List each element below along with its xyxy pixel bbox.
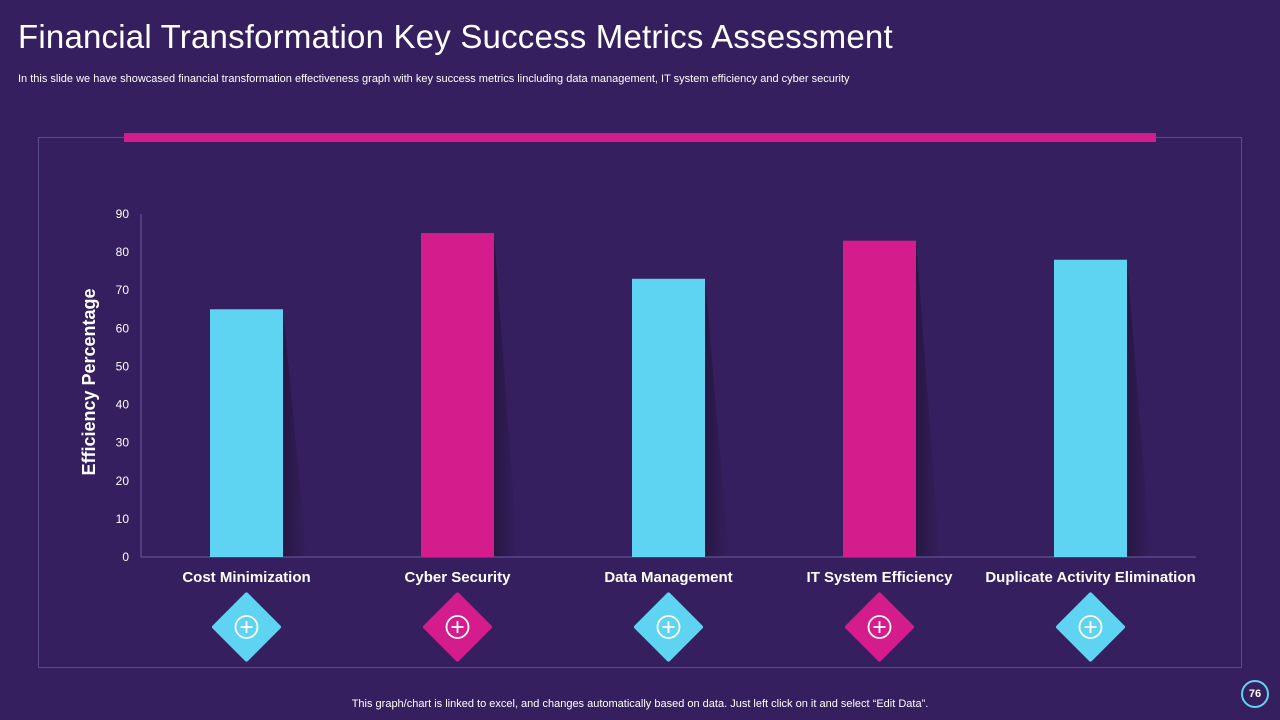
x-tick-label: Data Management — [604, 569, 732, 586]
y-axis-label: Efficiency Percentage — [79, 288, 99, 475]
tools-icon — [211, 592, 282, 662]
y-tick-label: 70 — [116, 283, 130, 297]
page-number-badge: 76 — [1241, 680, 1269, 708]
x-tick-label: Cost Minimization — [182, 569, 310, 586]
bar-shadow — [705, 278, 729, 557]
bar-duplicate-activity-elimination[interactable] — [1054, 259, 1127, 557]
y-tick-label: 30 — [116, 436, 130, 450]
footer-note-text: This graph/chart is linked to excel, and… — [351, 698, 929, 710]
page-number: 76 — [1248, 688, 1262, 700]
y-tick-label: 60 — [116, 321, 130, 335]
bar-shadow — [916, 240, 940, 557]
y-tick-label: 50 — [116, 359, 130, 373]
bar-data-management[interactable] — [632, 278, 705, 557]
robot-network-icon — [844, 592, 915, 662]
y-tick-label: 80 — [116, 245, 130, 259]
gear-cycle-icon — [1055, 592, 1126, 662]
bar-cyber-security[interactable] — [421, 233, 494, 558]
page-subtitle: In this slide we have showcased financia… — [18, 73, 850, 85]
x-tick-label: Cyber Security — [405, 569, 512, 586]
bar-shadow — [283, 309, 307, 557]
y-tick-label: 40 — [116, 398, 130, 412]
database-gear-icon — [633, 592, 704, 662]
y-tick-label: 10 — [116, 512, 130, 526]
footer-note: This graph/chart is linked to excel, and… — [0, 698, 1280, 710]
x-tick-label: Duplicate Activity Elimination — [985, 569, 1195, 586]
bar-shadow — [494, 233, 518, 558]
y-tick-label: 90 — [116, 207, 130, 221]
bar-it-system-efficiency[interactable] — [843, 240, 916, 557]
y-tick-label: 20 — [116, 474, 130, 488]
accent-bar — [124, 133, 1156, 142]
bar-shadow — [1127, 259, 1151, 557]
bar-cost-minimization[interactable] — [210, 309, 283, 557]
page-title: Financial Transformation Key Success Met… — [18, 18, 893, 55]
x-tick-label: IT System Efficiency — [807, 569, 954, 586]
y-tick-label: 0 — [122, 550, 129, 564]
globe-gear-icon — [422, 592, 493, 662]
